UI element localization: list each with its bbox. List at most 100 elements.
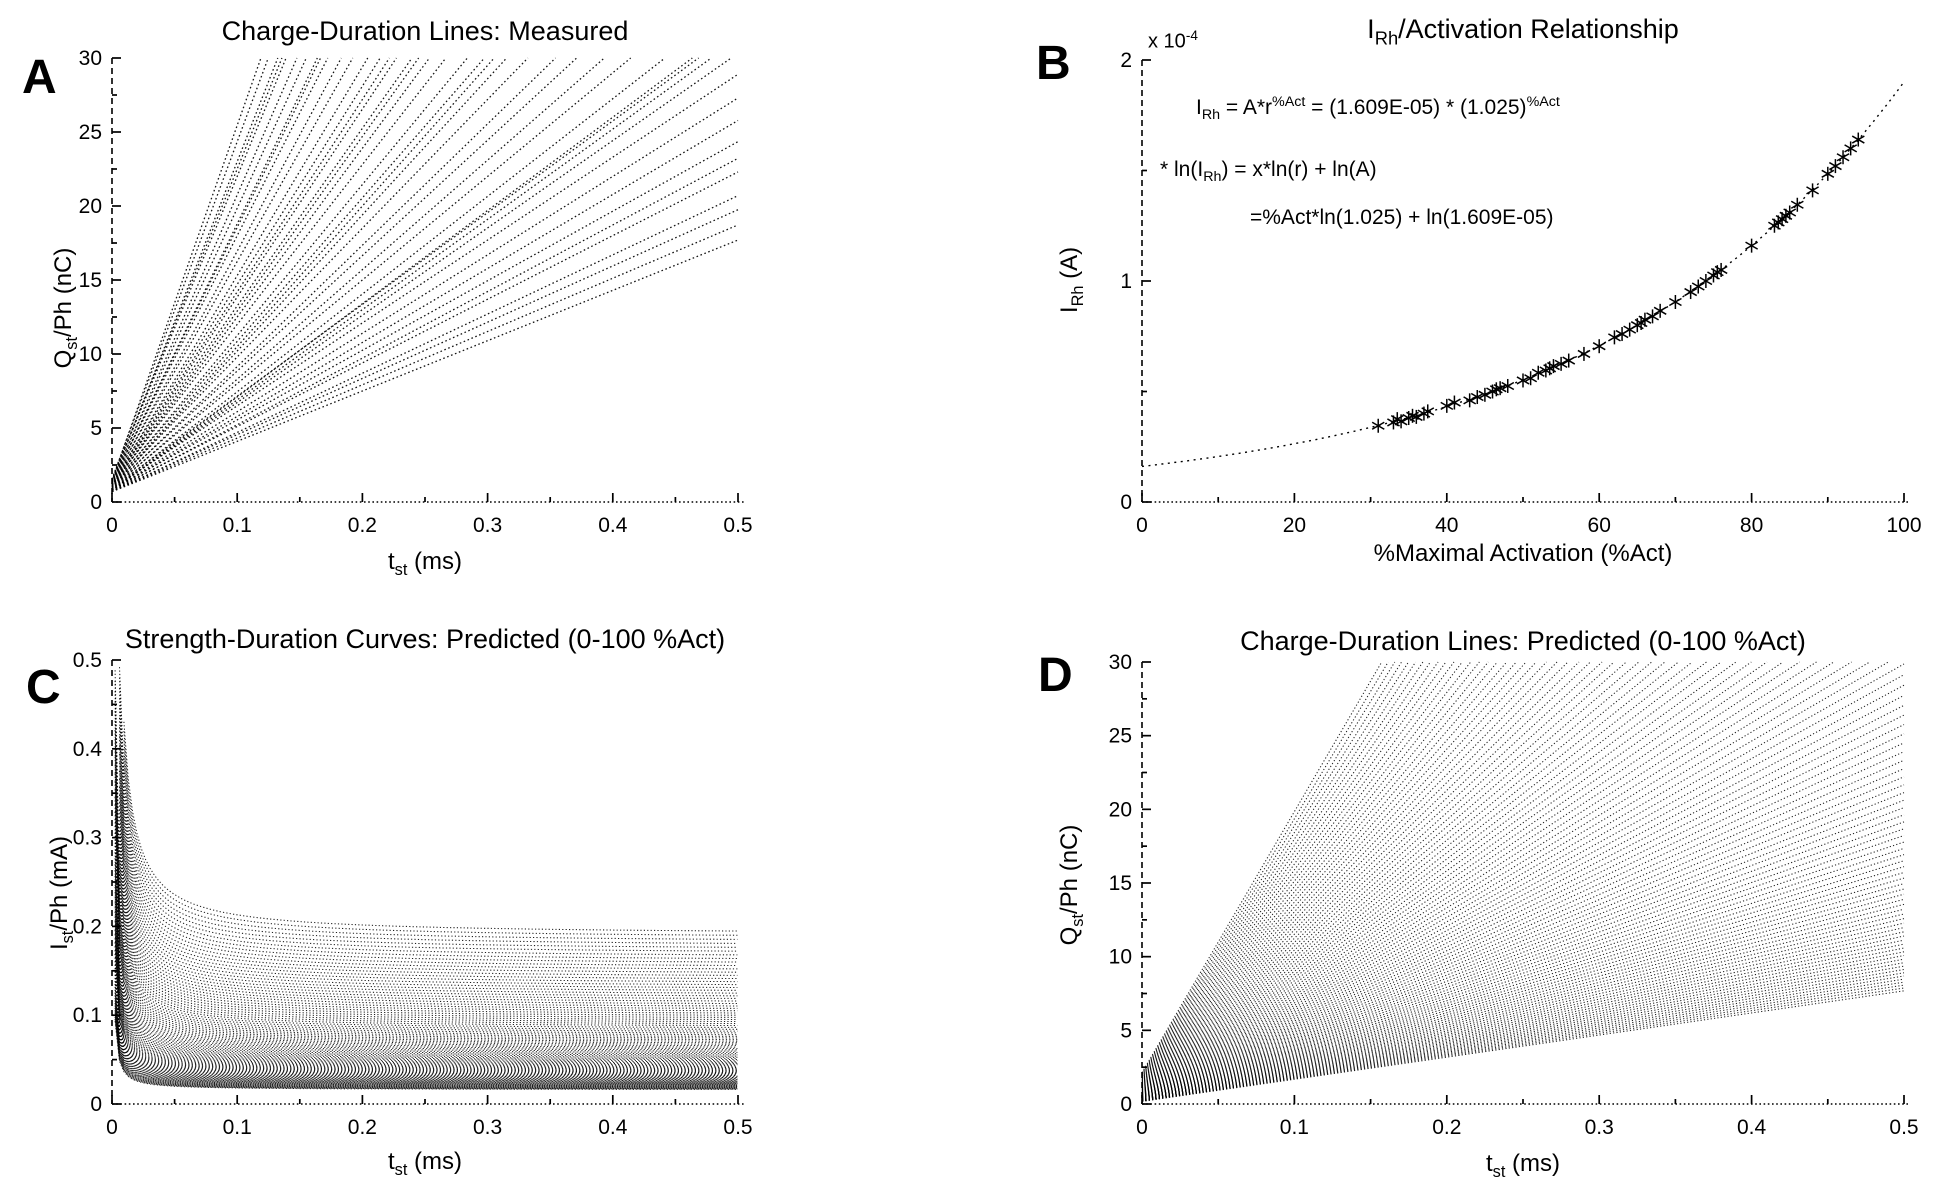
predicted-strength-duration-curve	[114, 804, 738, 1052]
predicted-charge-duration-line	[1141, 854, 1905, 1099]
panel-b-equation-2: * ln(IRh) = x*ln(r) + ln(A)	[1160, 158, 1377, 186]
panel-d-y-tick-label: 20	[1109, 798, 1132, 821]
predicted-charge-duration-line	[1141, 661, 1417, 1077]
predicted-strength-duration-curve	[114, 811, 738, 1053]
panel-a-xlabel: tst (ms)	[387, 548, 463, 579]
predicted-strength-duration-curve	[114, 711, 738, 1036]
scatter-asterisk-arm	[1668, 297, 1682, 307]
scatter-asterisk-arm	[1638, 315, 1652, 324]
measured-charge-duration-line	[111, 57, 298, 483]
panel-d-plot: 0 0.1 0.2 0.3 0.4 0.5 0 5 10 15 20 25 30	[1109, 651, 1919, 1139]
predicted-charge-duration-line	[1141, 663, 1905, 1095]
predicted-charge-duration-line	[1141, 947, 1905, 1101]
predicted-charge-duration-line	[1141, 888, 1905, 1100]
panel-c-x-tick-label: 0.2	[348, 1116, 377, 1139]
predicted-strength-duration-curve	[114, 953, 738, 1079]
panel-b-xlabel: %Maximal Activation (%Act)	[1373, 540, 1673, 567]
predicted-charge-duration-line	[1141, 965, 1905, 1102]
predicted-charge-duration-line	[1141, 661, 1693, 1091]
predicted-charge-duration-line	[1141, 661, 1508, 1084]
panel-a-y-tick-label: 30	[79, 47, 102, 70]
panel-a-y-tick-label: 15	[79, 269, 102, 292]
predicted-strength-duration-curve	[114, 765, 738, 1045]
measured-charge-duration-line	[111, 57, 307, 481]
measured-charge-duration-line	[111, 57, 495, 488]
measured-charge-duration-line	[111, 57, 605, 490]
predicted-strength-duration-curve	[118, 717, 738, 973]
measured-charge-duration-line	[111, 57, 430, 487]
scatter-asterisk-arm	[1608, 333, 1621, 342]
predicted-strength-duration-curve	[114, 934, 738, 1075]
predicted-charge-duration-line	[1141, 661, 1439, 1079]
predicted-strength-duration-curve	[118, 677, 738, 960]
predicted-strength-duration-curve	[114, 968, 738, 1081]
panel-c-ylabel: Ist/Ph (mA)	[46, 835, 77, 951]
predicted-strength-duration-curve	[118, 874, 738, 1027]
predicted-strength-duration-curve	[123, 721, 738, 932]
panel-c-y-tick-label: 0.3	[73, 827, 102, 850]
panel-b-x-tick-label: 80	[1740, 514, 1763, 537]
predicted-charge-duration-line	[1141, 661, 1383, 1073]
panel-a-x-tick-label: 0.3	[473, 514, 502, 537]
predicted-strength-duration-curve	[114, 864, 738, 1063]
predicted-charge-duration-line	[1141, 661, 1679, 1090]
predicted-charge-duration-line	[1141, 661, 1402, 1076]
scatter-asterisk-arm	[1371, 421, 1385, 430]
predicted-strength-duration-curve	[118, 754, 738, 986]
predicted-charge-duration-line	[1141, 935, 1905, 1101]
predicted-strength-duration-curve	[114, 773, 738, 1047]
predicted-strength-duration-curve	[123, 757, 738, 948]
predicted-charge-duration-line	[1141, 661, 1707, 1091]
measured-charge-duration-line	[111, 57, 732, 491]
scatter-asterisk-arm	[1470, 392, 1484, 402]
panel-a-x-tick-label: 0.2	[348, 514, 377, 537]
predicted-strength-duration-curve	[114, 930, 738, 1074]
predicted-charge-duration-line	[1141, 661, 1396, 1075]
predicted-charge-duration-line	[1141, 955, 1905, 1102]
predicted-charge-duration-line	[1141, 661, 1784, 1093]
measured-charge-duration-line	[111, 57, 529, 487]
predicted-strength-duration-curve	[123, 731, 738, 936]
predicted-strength-duration-curve	[118, 868, 738, 1025]
scatter-asterisk-arm	[1844, 144, 1858, 153]
scatter-asterisk-arm	[1646, 312, 1659, 321]
predicted-charge-duration-line	[1141, 661, 1591, 1088]
predicted-charge-duration-line	[1141, 661, 1517, 1084]
predicted-strength-duration-curve	[118, 823, 738, 1009]
scatter-asterisk-arm	[1714, 265, 1728, 275]
panel-b-plot: 0 20 40 60 80 100 0 1 2	[1120, 49, 1921, 537]
panel-c-y-tick-label: 0	[90, 1093, 102, 1116]
predicted-charge-duration-line	[1141, 799, 1905, 1098]
predicted-strength-duration-curve	[118, 698, 738, 967]
scatter-asterisk-arm	[1828, 161, 1842, 171]
predicted-charge-duration-line	[1141, 814, 1905, 1098]
predicted-strength-duration-curve	[123, 748, 738, 944]
predicted-strength-duration-curve	[114, 1021, 738, 1090]
predicted-charge-duration-line	[1141, 939, 1905, 1101]
predicted-strength-duration-curve	[114, 977, 738, 1083]
predicted-strength-duration-curve	[118, 850, 738, 1018]
predicted-charge-duration-line	[1141, 661, 1447, 1080]
predicted-strength-duration-curve	[118, 794, 738, 1000]
panel-d-x-tick-label: 0.3	[1585, 1116, 1614, 1139]
predicted-charge-duration-line	[1141, 661, 1409, 1076]
predicted-strength-duration-curve	[114, 832, 738, 1057]
predicted-charge-duration-line	[1141, 661, 1615, 1088]
predicted-charge-duration-line	[1141, 661, 1603, 1088]
predicted-charge-duration-line	[1141, 661, 1489, 1083]
panel-b-y-tick-label: 2	[1120, 49, 1132, 72]
predicted-charge-duration-line	[1141, 943, 1905, 1101]
panel-c-y-tick-label: 0.4	[73, 738, 103, 761]
predicted-strength-duration-curve	[114, 748, 738, 1042]
panel-d-x-tick-label: 0.2	[1432, 1116, 1461, 1139]
scatter-asterisk-arm	[1806, 186, 1819, 195]
predicted-charge-duration-line	[1141, 704, 1905, 1096]
panel-a-plot: 0 0.1 0.2 0.3 0.4 0.5 0 5 10 15 20 25 30	[79, 47, 753, 537]
panel-d-ylabel: Qst/Ph (nC)	[1056, 824, 1087, 946]
panel-b-ylabel: IRh (A)	[1056, 246, 1087, 314]
predicted-charge-duration-line	[1141, 968, 1905, 1102]
measured-charge-duration-line	[111, 195, 739, 493]
measured-charge-duration-line	[111, 119, 739, 492]
predicted-charge-duration-line	[1141, 975, 1905, 1102]
panel-a-title: Charge-Duration Lines: Measured	[221, 16, 629, 46]
